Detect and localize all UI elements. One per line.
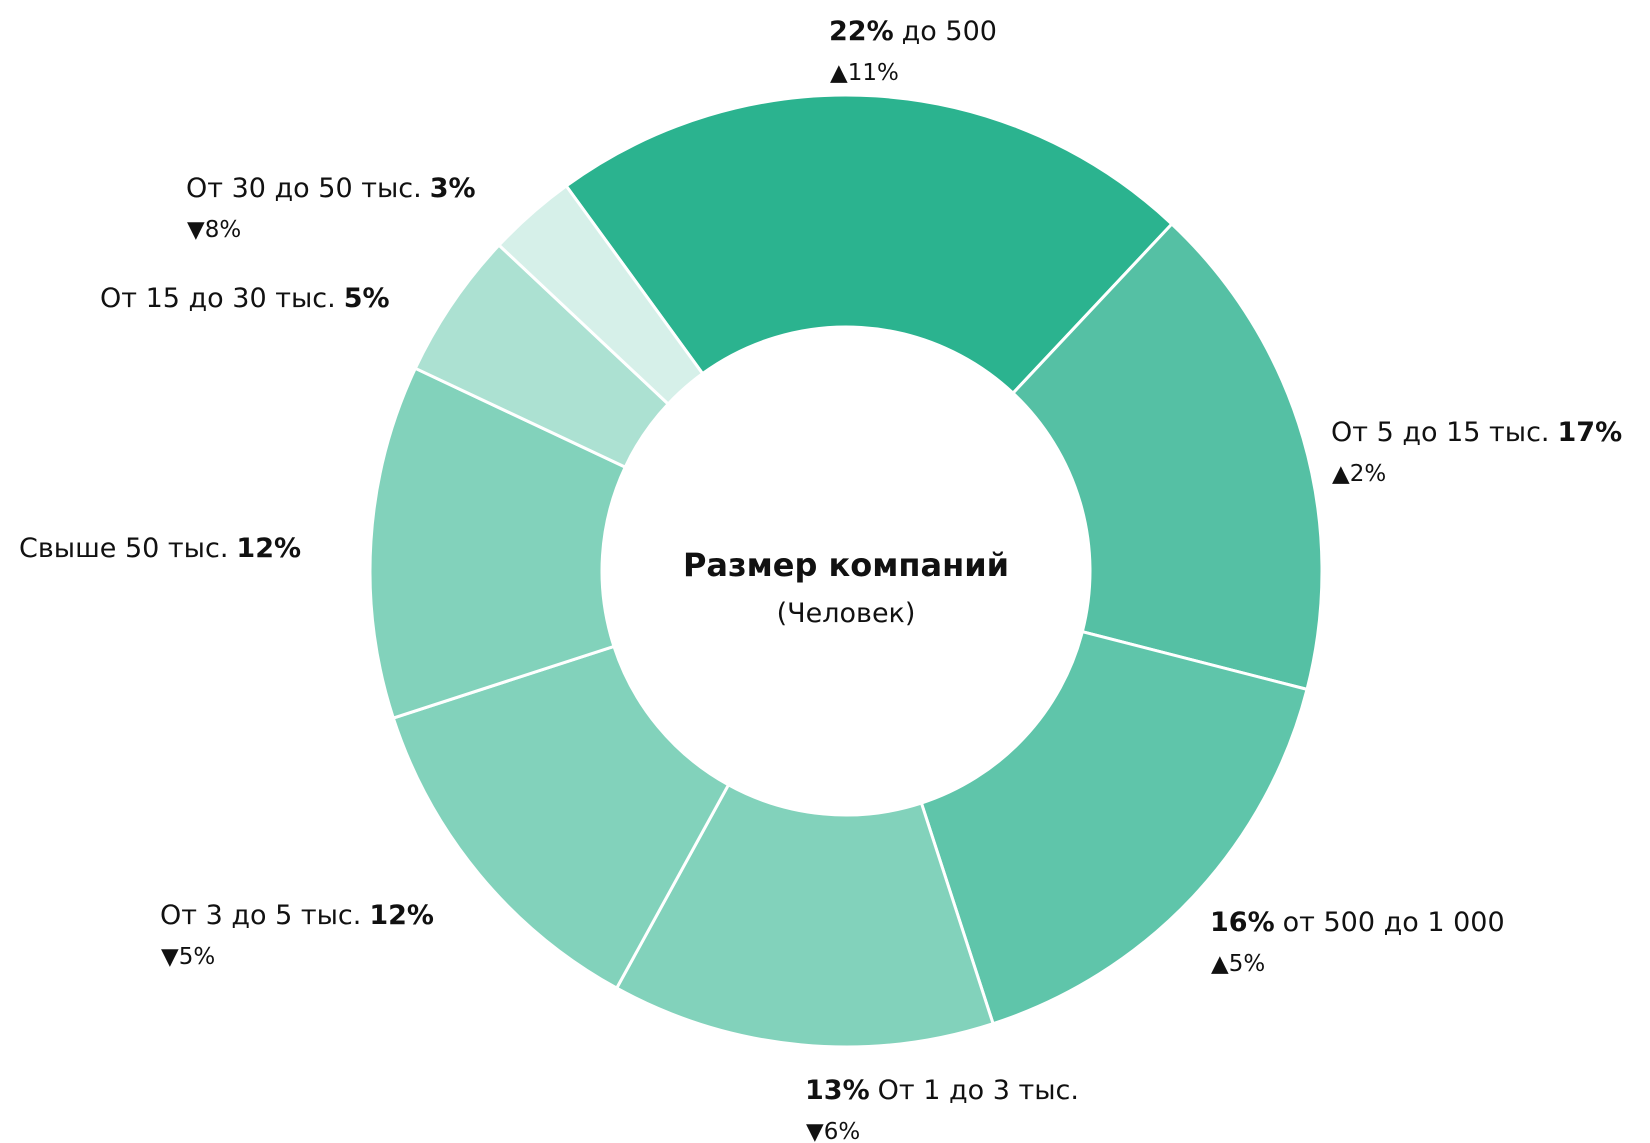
chart-title: Размер компаний (683, 546, 1009, 584)
slice-label: От 30 до 50 тыс. 3% (186, 173, 476, 204)
value-label: 3% (430, 173, 476, 204)
category-label: до 500 (902, 16, 997, 47)
slice (368, 366, 628, 720)
value-label: 12% (236, 533, 301, 564)
change-label: ▼6% (806, 1119, 860, 1143)
value-label: 13% (805, 1075, 870, 1106)
slice (496, 183, 705, 407)
category-label: От 1 до 3 тыс. (878, 1075, 1079, 1106)
slice-label: От 5 до 15 тыс. 17% (1331, 417, 1622, 448)
change-label: ▼5% (161, 944, 215, 970)
slice (614, 782, 995, 1049)
category-label: от 500 до 1 000 (1283, 907, 1505, 938)
change-label: ▲5% (1211, 951, 1265, 977)
value-label: 12% (369, 900, 434, 931)
category-label: От 30 до 50 тыс. (186, 173, 422, 204)
slice (919, 629, 1309, 1026)
slice (564, 93, 1174, 396)
slices (368, 93, 1324, 1049)
category-label: От 3 до 5 тыс. (160, 900, 361, 931)
slice-label: От 15 до 30 тыс. 5% (100, 283, 390, 314)
value-label: 16% (1210, 907, 1275, 938)
slice-label: 22% до 500 (829, 16, 997, 47)
slice-label: 16% от 500 до 1 000 (1210, 907, 1505, 938)
value-label: 22% (829, 16, 894, 47)
slice (1010, 221, 1324, 692)
slice-label: 13% От 1 до 3 тыс. (805, 1075, 1079, 1106)
category-label: От 5 до 15 тыс. (1331, 417, 1550, 448)
change-label: ▲2% (1332, 461, 1386, 487)
value-label: 5% (344, 283, 390, 314)
category-label: Свыше 50 тыс. (19, 533, 228, 564)
change-label: ▼8% (187, 217, 241, 243)
value-label: 17% (1558, 417, 1623, 448)
slice-label: Свыше 50 тыс. 12% (19, 533, 301, 564)
category-label: От 15 до 30 тыс. (100, 283, 336, 314)
slice (391, 644, 731, 991)
slice-label: От 3 до 5 тыс. 12% (160, 900, 434, 931)
chart-subtitle: (Человек) (777, 598, 916, 629)
change-label: ▲11% (830, 60, 899, 86)
